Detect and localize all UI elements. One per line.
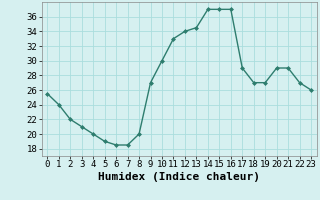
X-axis label: Humidex (Indice chaleur): Humidex (Indice chaleur) <box>98 172 260 182</box>
